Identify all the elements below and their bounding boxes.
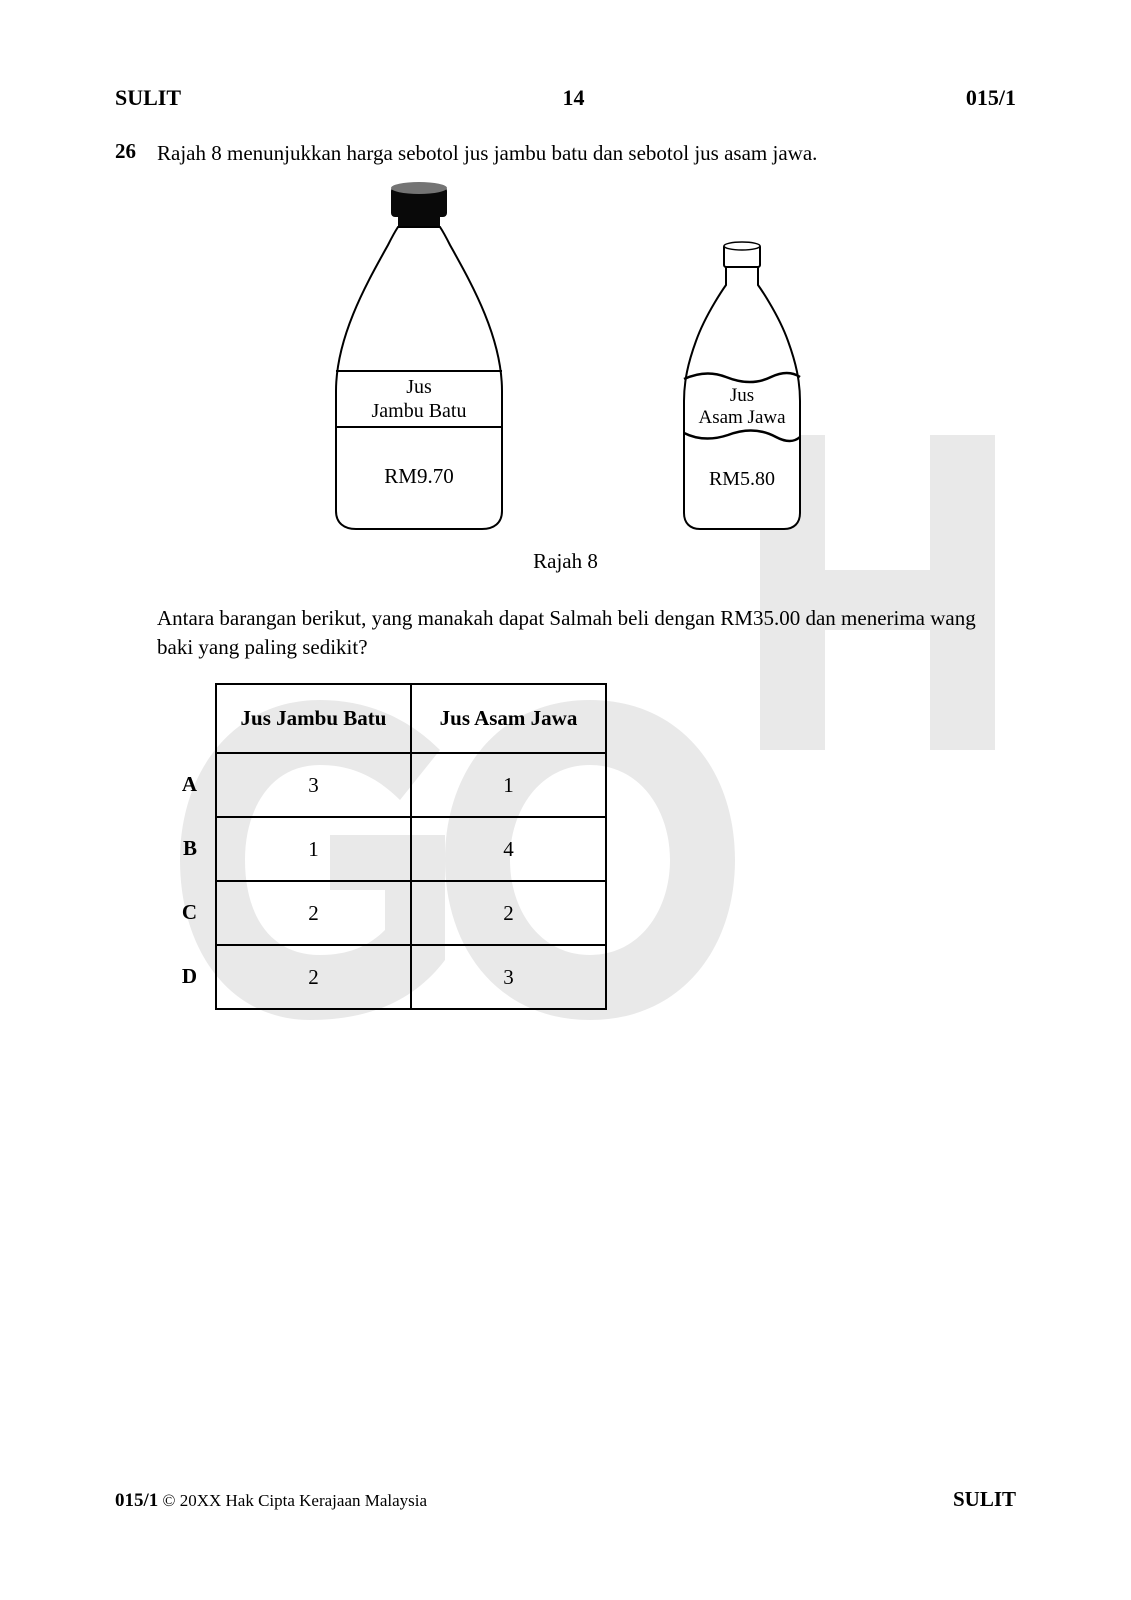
page-header: SULIT 14 015/1 bbox=[115, 85, 1016, 111]
row-label-a: A bbox=[175, 752, 215, 816]
row-label-b: B bbox=[175, 816, 215, 880]
footer-left: 015/1 © 20XX Hak Cipta Kerajaan Malaysia bbox=[115, 1490, 427, 1512]
bottle2-price: RM5.80 bbox=[708, 468, 774, 490]
header-left: SULIT bbox=[115, 85, 181, 111]
bottle-asam-jawa: Jus Asam Jawa RM5.80 bbox=[656, 241, 826, 531]
bottle2-label2: Asam Jawa bbox=[698, 407, 786, 428]
question-subtext: Antara barangan berikut, yang manakah da… bbox=[157, 604, 1016, 661]
row-labels: A B C D bbox=[175, 683, 215, 1010]
figure-caption: Rajah 8 bbox=[115, 549, 1016, 574]
header-right: 015/1 bbox=[966, 85, 1016, 111]
answer-table: Jus Jambu Batu Jus Asam Jawa 3 1 1 4 2 2… bbox=[215, 683, 607, 1010]
table-row: 2 3 bbox=[216, 945, 606, 1009]
table-row: 1 4 bbox=[216, 817, 606, 881]
bottle1-label1: Jus bbox=[406, 376, 432, 398]
footer-right: SULIT bbox=[953, 1487, 1016, 1512]
question-text: Rajah 8 menunjukkan harga sebotol jus ja… bbox=[157, 139, 1016, 167]
row-label-c: C bbox=[175, 880, 215, 944]
table-row: 2 2 bbox=[216, 881, 606, 945]
bottle-diagram: Jus Jambu Batu RM9.70 Jus Asam Jawa RM5.… bbox=[115, 181, 1016, 531]
col-header-2: Jus Asam Jawa bbox=[411, 684, 606, 753]
question-row: 26 Rajah 8 menunjukkan harga sebotol jus… bbox=[115, 139, 1016, 167]
bottle-jambu-batu-svg: Jus Jambu Batu RM9.70 bbox=[306, 181, 526, 531]
bottle2-label1: Jus bbox=[729, 385, 753, 406]
page-footer: 015/1 © 20XX Hak Cipta Kerajaan Malaysia… bbox=[115, 1487, 1016, 1512]
header-center: 14 bbox=[562, 85, 584, 111]
table-row: 3 1 bbox=[216, 753, 606, 817]
question-number: 26 bbox=[115, 139, 157, 167]
bottle-jambu-batu: Jus Jambu Batu RM9.70 bbox=[306, 181, 526, 531]
bottle1-price: RM9.70 bbox=[384, 464, 453, 488]
bottle1-label2: Jambu Batu bbox=[371, 400, 466, 422]
col-header-1: Jus Jambu Batu bbox=[216, 684, 411, 753]
answer-table-area: A B C D Jus Jambu Batu Jus Asam Jawa 3 1… bbox=[175, 683, 1016, 1010]
row-label-d: D bbox=[175, 944, 215, 1008]
bottle-asam-jawa-svg: Jus Asam Jawa RM5.80 bbox=[656, 241, 826, 531]
